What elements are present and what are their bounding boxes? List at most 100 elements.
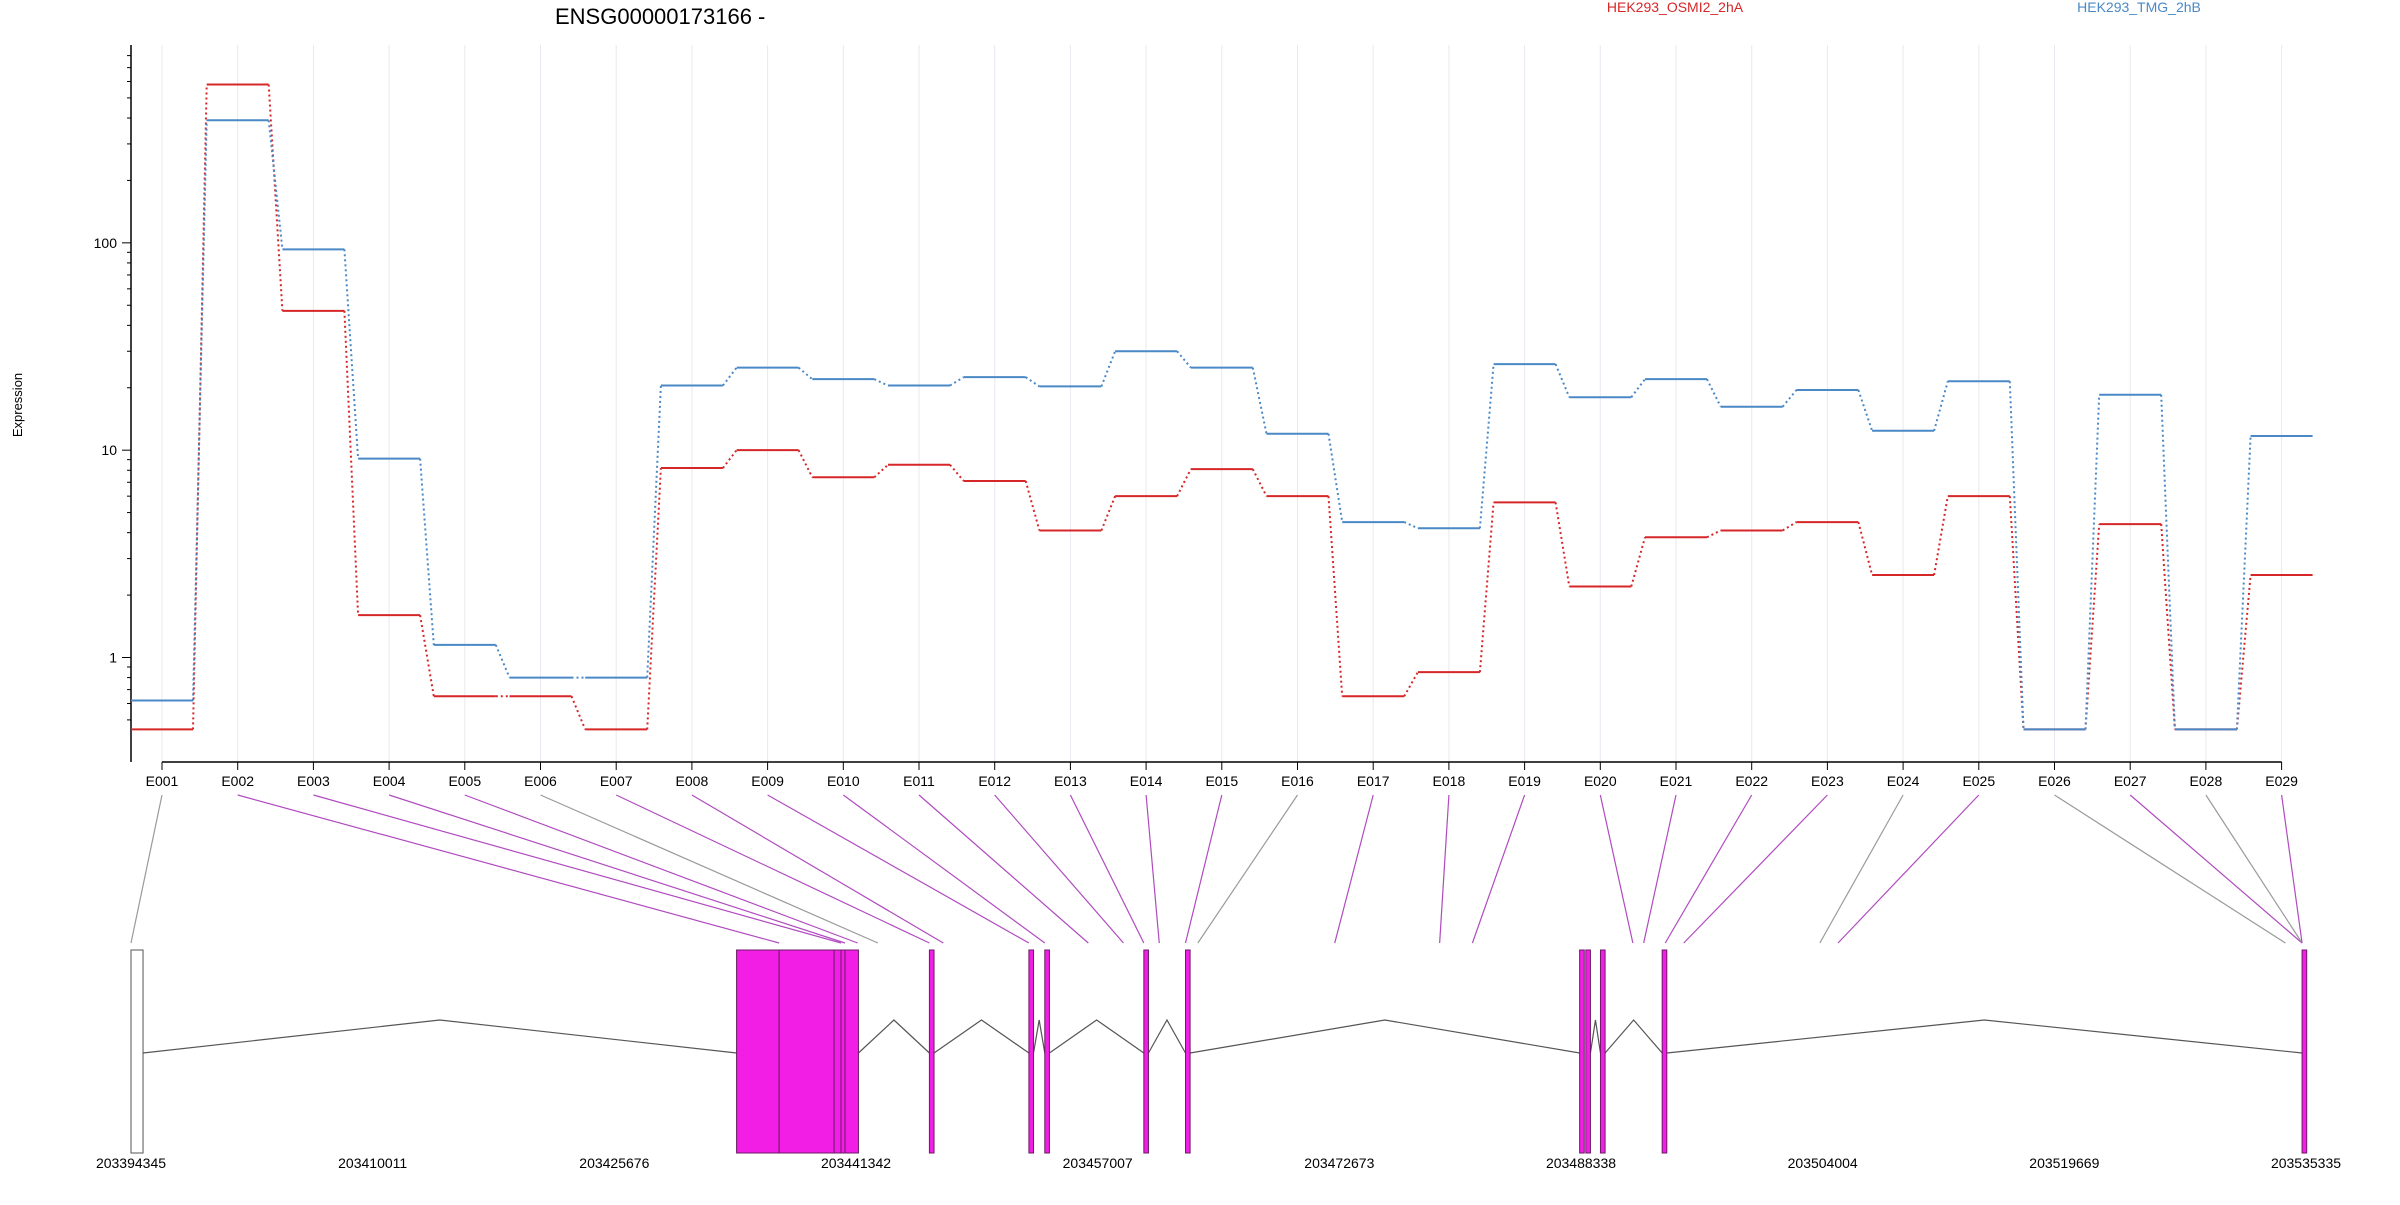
exon-box xyxy=(1661,949,1668,1154)
exon-connector xyxy=(388,794,846,944)
exon-connector xyxy=(1334,794,1374,944)
expression-transition xyxy=(1554,502,1571,587)
exon-label: E012 xyxy=(978,773,1011,789)
exon-label: E003 xyxy=(297,773,330,789)
genome-coordinate-label: 203441342 xyxy=(821,1155,891,1171)
expression-transition xyxy=(949,376,965,387)
exon-connector xyxy=(2129,794,2303,944)
exon-box xyxy=(2301,949,2308,1154)
exon-box xyxy=(840,949,846,1154)
expression-transition xyxy=(1554,363,1571,398)
genome-coordinate-label: 203519669 xyxy=(2029,1155,2099,1171)
expression-transition xyxy=(1251,468,1268,497)
expression-transition xyxy=(1706,378,1722,408)
expression-transition xyxy=(343,310,360,616)
exon-box xyxy=(736,949,780,1154)
expression-transition xyxy=(343,249,360,459)
y-tick-label: 100 xyxy=(94,235,118,251)
expression-transition xyxy=(646,385,662,678)
exon-connector xyxy=(1643,794,1677,944)
intron xyxy=(1049,1019,1145,1054)
y-tick-label: 1 xyxy=(109,649,117,665)
expression-transition xyxy=(1100,495,1117,531)
expression-transition xyxy=(722,449,738,469)
exon-box xyxy=(1028,949,1035,1154)
expression-transition xyxy=(570,695,587,730)
exon-box xyxy=(844,949,859,1154)
genome-coordinate-label: 203410011 xyxy=(338,1155,407,1171)
expression-transition xyxy=(2084,524,2101,730)
y-tick-label: 10 xyxy=(101,442,117,458)
series-2 xyxy=(131,119,2313,731)
exon-connector xyxy=(691,794,944,944)
exon-box xyxy=(1579,949,1585,1154)
exon-connector xyxy=(615,794,930,944)
expression-transition xyxy=(1025,376,1040,388)
expression-transition xyxy=(1176,350,1192,369)
expression-transition xyxy=(1933,495,1949,576)
exon-label: E011 xyxy=(903,773,935,789)
exon-label: E016 xyxy=(1281,773,1314,789)
exon-label: E006 xyxy=(524,773,557,789)
exon-box xyxy=(1585,949,1591,1154)
intron xyxy=(142,1019,737,1054)
exon-connector xyxy=(2281,794,2303,944)
expression-transition xyxy=(1630,378,1646,398)
exon-connector xyxy=(1683,794,1828,944)
exon-connector xyxy=(1471,794,1526,944)
exon-connector xyxy=(1664,794,1753,944)
expression-transition xyxy=(1706,529,1722,539)
intron xyxy=(1147,1018,1187,1054)
exon-label: E014 xyxy=(1130,773,1163,789)
intron xyxy=(1604,1019,1663,1054)
expression-transition xyxy=(1857,389,1874,432)
exon-label: E029 xyxy=(2265,773,2298,789)
genome-coordinate-label: 203504004 xyxy=(1788,1155,1858,1171)
exon-box xyxy=(1044,949,1050,1154)
expression-transition xyxy=(2008,381,2025,730)
exon-box xyxy=(1143,949,1149,1154)
expression-transition xyxy=(2084,394,2101,730)
expression-transition xyxy=(1857,521,1874,576)
genome-coordinate-label: 203457007 xyxy=(1063,1155,1133,1171)
legend-series-1: HEK293_OSMI2_2hA xyxy=(1607,0,1744,15)
exon-label: E009 xyxy=(751,773,784,789)
exon-connector xyxy=(1837,794,1980,944)
expression-transition xyxy=(1327,496,1344,697)
exon-box xyxy=(778,949,835,1154)
exon-connector xyxy=(767,794,1030,944)
expression-transition xyxy=(1176,468,1192,497)
legend-series-2: HEK293_TMG_2hB xyxy=(2077,0,2201,15)
exon-label: E017 xyxy=(1357,773,1390,789)
exon-connector xyxy=(1069,794,1145,944)
expression-transition xyxy=(797,449,814,478)
exon-label: E015 xyxy=(1205,773,1238,789)
exon-label: E001 xyxy=(146,773,179,789)
expression-transition xyxy=(192,84,208,730)
expression-transition xyxy=(2235,574,2252,730)
exon-label: E019 xyxy=(1508,773,1541,789)
exon-label: E004 xyxy=(373,773,406,789)
y-axis-label: Expression xyxy=(10,373,25,437)
exon-label: E021 xyxy=(1660,773,1693,789)
expression-transition xyxy=(1781,389,1798,408)
intron xyxy=(858,1019,930,1054)
expression-transition xyxy=(419,615,435,697)
exon-box xyxy=(1184,949,1191,1154)
exon-connector xyxy=(918,794,1089,944)
expression-transition xyxy=(1933,380,1949,432)
exon-connector xyxy=(842,794,1046,944)
expression-transition xyxy=(949,464,965,482)
expression-transition xyxy=(1782,521,1797,532)
exon-connector xyxy=(1197,794,1298,944)
exon-connector xyxy=(464,794,858,944)
exon-label: E018 xyxy=(1433,773,1466,789)
exon-connector xyxy=(1145,794,1160,944)
genome-coordinate-label: 203488338 xyxy=(1546,1155,1616,1171)
expression-transition xyxy=(646,467,662,730)
exon-label: E008 xyxy=(676,773,709,789)
intron xyxy=(1666,1019,2303,1054)
genome-coordinate-label: 203394345 xyxy=(96,1155,166,1171)
expression-transition xyxy=(722,367,738,387)
